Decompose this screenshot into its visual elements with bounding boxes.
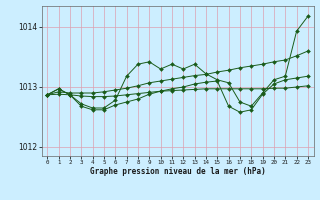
- X-axis label: Graphe pression niveau de la mer (hPa): Graphe pression niveau de la mer (hPa): [90, 167, 266, 176]
